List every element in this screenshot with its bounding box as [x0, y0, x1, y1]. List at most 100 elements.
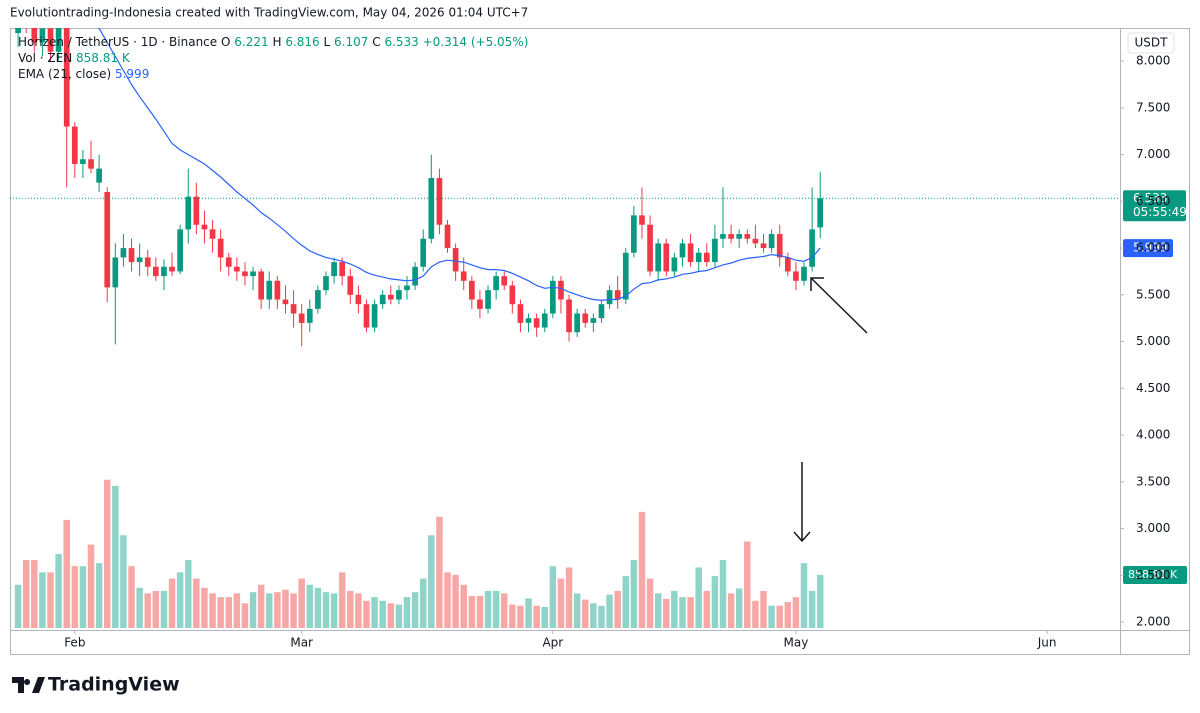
- candle-body: [550, 280, 556, 314]
- candle-body: [784, 257, 791, 272]
- candle-body: [541, 313, 548, 328]
- volume-bar: [14, 584, 22, 628]
- candle-body: [436, 177, 443, 225]
- volume-bar: [55, 553, 62, 628]
- volume-bar: [468, 595, 476, 628]
- candle-body: [460, 271, 467, 281]
- candle-body: [452, 248, 459, 272]
- candle-body: [112, 257, 119, 288]
- candle-body: [655, 243, 662, 272]
- candle-body: [606, 290, 613, 305]
- candle-body: [501, 276, 508, 286]
- x-tick-label: Apr: [542, 636, 563, 650]
- candle-body: [71, 126, 78, 164]
- candle-body: [736, 234, 743, 239]
- candle-body: [744, 234, 751, 239]
- candle-body: [687, 243, 694, 263]
- candle-body: [298, 313, 305, 323]
- volume-bar: [436, 516, 443, 628]
- volume-bar: [565, 567, 573, 628]
- candle-body: [144, 257, 151, 267]
- y-tick-label: 5.000: [1136, 334, 1170, 348]
- volume-bar: [193, 578, 200, 628]
- volume-bar: [776, 605, 783, 628]
- candle-body: [387, 294, 394, 300]
- volume-bar: [217, 597, 224, 628]
- unit-box[interactable]: [1127, 32, 1175, 54]
- ema-value: 5.999: [115, 67, 149, 81]
- volume-bar: [517, 605, 524, 628]
- volume-bar: [444, 572, 451, 628]
- candle-body: [128, 248, 135, 263]
- volume-bar: [744, 541, 751, 628]
- arrow-head: [793, 531, 811, 543]
- volume-bar: [282, 589, 289, 628]
- candle-body: [153, 266, 159, 277]
- volume-bar: [338, 572, 346, 628]
- candle-body: [695, 252, 702, 263]
- candle-body: [712, 238, 718, 263]
- volume-bar: [306, 584, 314, 628]
- candle-body: [493, 276, 499, 291]
- volume-bar: [136, 587, 143, 628]
- ema-price-label: 5.999: [1133, 241, 1167, 255]
- last-price-box: [1123, 190, 1186, 222]
- volume-bar: [233, 593, 241, 628]
- annotations: [793, 277, 868, 543]
- x-tick-label: Feb: [64, 636, 85, 650]
- volume-value: 858.81 K: [76, 51, 131, 65]
- change: +0.314 (+5.05%): [423, 35, 529, 49]
- ema-name: EMA (21, close): [18, 67, 111, 81]
- candle-body: [371, 304, 378, 328]
- volume-bar: [663, 598, 670, 628]
- legend-main: Horizen / TetherUS · 1D · Binance O 6.22…: [18, 35, 528, 49]
- candle-body: [412, 266, 418, 286]
- volume-bar: [120, 535, 127, 628]
- symbol: Horizen / TetherUS · 1D · Binance: [18, 35, 217, 49]
- ema-line: [97, 28, 821, 302]
- volume-bar: [492, 590, 500, 628]
- volume-bar: [671, 590, 678, 628]
- volume-bar: [290, 593, 297, 628]
- candle-body: [217, 238, 224, 258]
- volume-bar: [582, 599, 589, 628]
- candle-body: [209, 229, 216, 239]
- volume-bar: [784, 602, 792, 628]
- volume-bar: [808, 590, 816, 628]
- arrow: [810, 277, 868, 334]
- candle-body: [55, 28, 62, 52]
- candle-body: [671, 257, 678, 272]
- candle-body: [242, 271, 248, 277]
- volume-bar: [695, 567, 702, 628]
- l-label: L: [324, 35, 331, 49]
- volume-bar: [800, 563, 808, 628]
- brand-name: TradingView: [48, 674, 180, 696]
- volume-bar: [484, 590, 492, 628]
- volume-bar: [274, 592, 281, 628]
- volume-bar: [476, 595, 484, 628]
- volume-bar: [525, 598, 532, 628]
- volume-bar: [160, 590, 168, 628]
- brand-logo: [12, 677, 45, 693]
- volume-bar: [371, 597, 378, 628]
- volume-bar: [614, 590, 621, 628]
- volume-bar: [719, 560, 727, 628]
- candle-body: [566, 299, 572, 333]
- volume-bar: [509, 604, 516, 628]
- candle-body: [590, 318, 597, 323]
- frame: [10, 28, 1190, 655]
- volume-bar: [687, 597, 694, 628]
- candle-body: [444, 224, 451, 249]
- candle-body: [39, 28, 46, 43]
- candle-body: [703, 252, 710, 263]
- c-label: C: [372, 35, 380, 49]
- volume-bar: [355, 593, 362, 628]
- volume-bar: [347, 590, 354, 628]
- volume-bar: [768, 605, 775, 628]
- candle-body: [793, 271, 799, 281]
- volume-bar: [152, 590, 160, 628]
- arrow-head: [810, 277, 824, 291]
- o-label: O: [221, 35, 230, 49]
- candle-body: [169, 266, 175, 272]
